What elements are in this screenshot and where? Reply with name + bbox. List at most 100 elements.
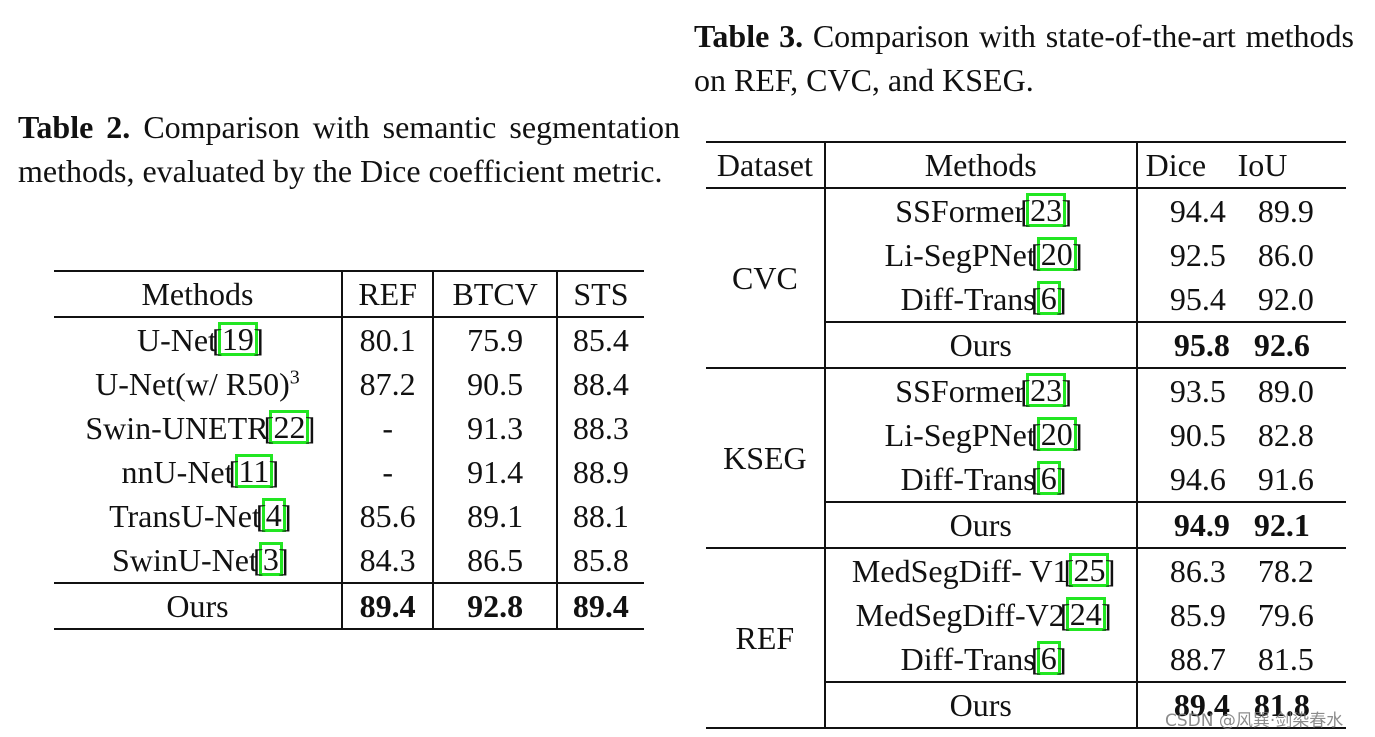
value-cell: 89.1 [432, 494, 557, 538]
dice-value: 90.5 [1169, 416, 1226, 453]
table-row: TransU-Net4 85.6 89.1 88.1 [54, 494, 644, 538]
dice-value: 94.6 [1169, 460, 1226, 497]
method-name: TransU-Net [109, 497, 261, 534]
table-row: nnU-Net11 - 91.4 88.9 [54, 450, 644, 494]
method-name: Diff-Trans [900, 280, 1036, 317]
method-cell: TransU-Net4 [54, 494, 342, 538]
value-cell-best: 89.4 [340, 583, 434, 629]
table-row-ours: Ours 95.8 92.6 [706, 321, 1346, 369]
method-cell: Ours [823, 321, 1137, 369]
value-cell: 88.9 [555, 450, 644, 494]
value-cell: 88.4 [555, 362, 644, 406]
table2-caption-label: Table 2. [18, 109, 131, 145]
dataset-cell-kseg: KSEG [706, 368, 825, 549]
iou-value: 89.9 [1257, 192, 1314, 229]
dice-value: 95.4 [1169, 280, 1226, 317]
score-cell: 90.5 82.8 [1135, 413, 1346, 457]
score-cell-best: 95.8 92.6 [1135, 321, 1346, 369]
citation-link[interactable]: 24 [1060, 596, 1112, 631]
value-cell: 87.2 [340, 362, 434, 406]
citation-link[interactable]: 6 [1031, 640, 1067, 675]
table-row: Diff-Trans6 88.7 81.5 [706, 637, 1346, 682]
iou-value: 91.6 [1257, 460, 1314, 497]
citation-link[interactable]: 4 [256, 497, 292, 532]
score-cell-best: 94.9 92.1 [1135, 501, 1346, 549]
score-cell: 86.3 78.2 [1135, 548, 1346, 593]
value-cell-best: 89.4 [555, 583, 644, 629]
table3-header-scores: Dice IoU [1135, 142, 1346, 188]
method-cell: MedSegDiff-V224 [823, 593, 1137, 637]
table-row: U-Net19 80.1 75.9 85.4 [54, 317, 644, 362]
citation-link[interactable]: 11 [229, 453, 279, 488]
citation-link[interactable]: 6 [1031, 460, 1067, 495]
iou-value: 92.1 [1253, 506, 1310, 543]
table3-header-row: Dataset Methods Dice IoU [706, 142, 1346, 188]
table2-caption-text: Comparison with semantic segmentation me… [18, 109, 681, 189]
value-cell-best: 92.8 [432, 583, 557, 629]
table2-header-methods: Methods [141, 275, 254, 312]
citation-link[interactable]: 23 [1020, 372, 1072, 407]
citation-link[interactable]: 25 [1063, 552, 1115, 587]
table-row: MedSegDiff-V224 85.9 79.6 [706, 593, 1346, 637]
citation-link[interactable]: 19 [212, 321, 264, 356]
score-cell: 88.7 81.5 [1135, 637, 1346, 682]
value-cell: 85.6 [340, 494, 434, 538]
table3-header-dataset: Dataset [716, 146, 813, 183]
table3-header-dice: Dice [1145, 146, 1207, 183]
score-cell: 94.6 91.6 [1135, 457, 1346, 502]
citation-link[interactable]: 23 [1020, 192, 1072, 227]
iou-value: 86.0 [1257, 236, 1314, 273]
score-cell: 95.4 92.0 [1135, 277, 1346, 322]
iou-value: 82.8 [1257, 416, 1314, 453]
method-name: Li-SegPNet [884, 416, 1036, 453]
method-cell: Swin-UNETR22 [54, 406, 342, 450]
value-cell: 84.3 [340, 538, 434, 583]
value-cell: - [340, 450, 434, 494]
dice-value: 86.3 [1169, 552, 1226, 589]
value-cell: 90.5 [432, 362, 557, 406]
method-cell: MedSegDiff- V125 [823, 548, 1137, 593]
value-cell: 85.4 [555, 317, 644, 362]
table-row-ours: Ours 89.4 92.8 89.4 [54, 583, 644, 629]
citation-link[interactable]: 20 [1031, 416, 1083, 451]
citation-link[interactable]: 6 [1031, 280, 1067, 315]
iou-value: 81.5 [1257, 640, 1314, 677]
footnote-mark: 3 [289, 365, 300, 388]
iou-value: 92.0 [1257, 280, 1314, 317]
method-cell: Li-SegPNet20 [823, 233, 1137, 277]
method-name: SSFormer [895, 192, 1026, 229]
method-name: Diff-Trans [900, 640, 1036, 677]
value-cell: 85.8 [555, 538, 644, 583]
iou-value: 81.8 [1253, 686, 1310, 723]
table-row: U-Net(w/ R50)3 87.2 90.5 88.4 [54, 362, 644, 406]
table2-header-sts: STS [555, 271, 644, 317]
method-name: SSFormer [895, 372, 1026, 409]
dice-value: 93.5 [1169, 372, 1226, 409]
table2-header-ref: REF [340, 271, 434, 317]
score-cell: 92.5 86.0 [1135, 233, 1346, 277]
citation-link[interactable]: 20 [1031, 236, 1083, 271]
method-cell: U-Net19 [54, 317, 342, 362]
table-row: Li-SegPNet20 90.5 82.8 [706, 413, 1346, 457]
value-cell: 88.3 [555, 406, 644, 450]
method-cell: Diff-Trans6 [823, 457, 1137, 502]
method-cell: nnU-Net11 [54, 450, 342, 494]
table3-caption: Table 3. Comparison with state-of-the-ar… [694, 14, 1354, 102]
value-cell: 91.4 [432, 450, 557, 494]
table-row-ours: Ours 94.9 92.1 [706, 501, 1346, 549]
citation-link[interactable]: 22 [263, 409, 315, 444]
table-row-ours: Ours 89.4 81.8 [706, 681, 1346, 729]
table3-header-methods: Methods [823, 142, 1137, 188]
table-row: KSEG SSFormer23 93.5 89.0 [706, 368, 1346, 549]
dataset-cell-ref: REF [706, 548, 825, 729]
method-cell: SSFormer23 [823, 188, 1137, 233]
method-name: Swin-UNETR [85, 409, 269, 446]
method-name: MedSegDiff- V1 [851, 552, 1069, 589]
value-cell: 91.3 [432, 406, 557, 450]
dice-value: 88.7 [1169, 640, 1226, 677]
table-row: Swin-UNETR22 - 91.3 88.3 [54, 406, 644, 450]
dataset-cell-cvc: CVC [706, 188, 825, 369]
citation-link[interactable]: 3 [253, 541, 289, 576]
method-cell: Ours [166, 587, 229, 624]
